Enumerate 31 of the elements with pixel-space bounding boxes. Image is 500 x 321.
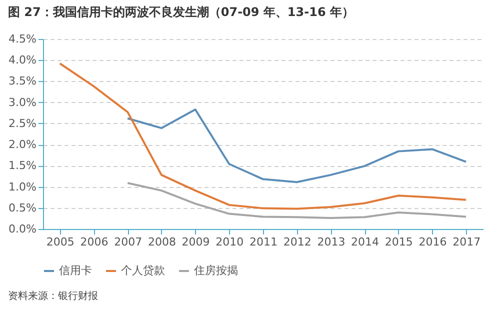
x-tick-label: 2013 [317,236,346,248]
x-tick-label: 2012 [283,236,312,248]
x-tick-label: 2008 [148,236,176,248]
x-tick-label: 2005 [46,236,74,248]
line-series [58,62,468,210]
line-series [126,108,468,184]
y-tick-label: 1.0% [8,180,36,194]
y-tick-label: 4.5% [8,32,36,46]
y-tick-label: 0.0% [8,222,36,236]
x-tick-label: 2014 [351,236,380,248]
legend-label: 个人贷款 [121,264,165,277]
y-tick-label: 1.5% [8,159,36,172]
x-tick-label: 2015 [384,236,413,248]
y-tick-label: 2.5% [8,116,36,130]
y-tick-label: 3.0% [8,96,36,109]
chart-title: 图 27：我国信用卡的两波不良发生潮（07-09 年、13-16 年） [8,5,354,19]
line-series [126,182,468,220]
x-tick-label: 2016 [418,236,447,248]
legend-label: 住房按揭 [194,264,238,277]
legend-label: 信用卡 [59,264,92,277]
x-tick-label: 2010 [216,236,244,248]
x-tick-label: 2006 [80,236,108,248]
x-tick-label: 2011 [250,236,278,248]
y-tick-label: 2.0% [8,138,36,152]
y-tick-label: 4.0% [8,54,36,67]
x-tick-label: 2017 [452,236,481,248]
y-tick-label: 3.5% [8,74,36,88]
text: 资料来源：银行财报 [8,290,98,302]
y-tick-label: 0.5% [8,201,36,214]
x-tick-label: 2007 [114,236,142,248]
x-tick-label: 2009 [182,236,210,248]
